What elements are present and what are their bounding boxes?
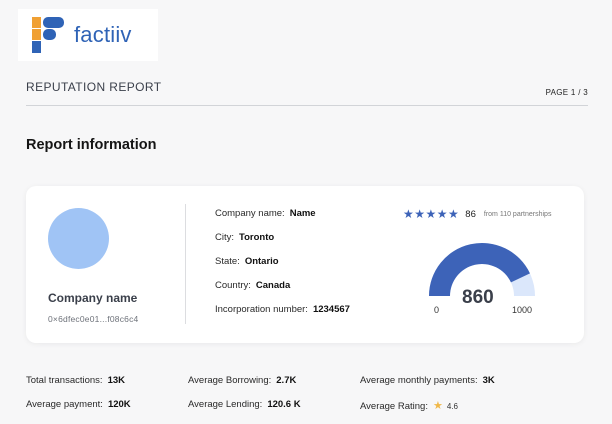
header-divider xyxy=(26,105,588,106)
rating-source: from 110 partnerships xyxy=(483,210,552,218)
stat-label: Average Borrowing: xyxy=(188,375,272,386)
page-number: PAGE 1 / 3 xyxy=(545,88,588,97)
info-value: Toronto xyxy=(239,232,275,243)
card-divider xyxy=(185,204,186,324)
info-label: Country: xyxy=(215,280,251,291)
stat-label: Total transactions: xyxy=(26,375,103,386)
info-label: City: xyxy=(215,232,234,243)
star-rating-icon: ★★★★★ xyxy=(403,207,460,221)
stat-average-lending: Average Lending: 120.6 K xyxy=(188,399,301,410)
info-state: State: Ontario xyxy=(215,256,279,267)
stat-total-transactions: Total transactions: 13K xyxy=(26,375,125,386)
stat-average-monthly-payments: Average monthly payments: 3K xyxy=(360,375,495,386)
stat-value: 120K xyxy=(107,399,131,410)
info-label: Incorporation number: xyxy=(215,304,308,315)
stat-value: 2.7K xyxy=(276,375,297,386)
info-label: State: xyxy=(215,256,240,267)
section-title: Report information xyxy=(26,137,157,153)
info-company-name: Company name: Name xyxy=(215,208,316,219)
wallet-address: 0×6dfec0e01...f08c6c4 xyxy=(48,314,139,324)
report-title: REPUTATION REPORT xyxy=(26,80,162,94)
info-value: 1234567 xyxy=(312,304,350,315)
company-card: Company name 0×6dfec0e01...f08c6c4 Compa… xyxy=(26,186,584,343)
info-value: Name xyxy=(289,208,316,219)
gauge-fill xyxy=(429,242,530,296)
gauge-max: 1000 xyxy=(512,305,533,315)
info-incorporation-number: Incorporation number: 1234567 xyxy=(215,304,350,315)
info-label: Company name: xyxy=(215,208,285,219)
gauge-min: 0 xyxy=(434,305,440,315)
stat-value: 3K xyxy=(482,375,495,386)
stat-label: Average Rating: xyxy=(360,401,428,412)
stat-value: 13K xyxy=(107,375,126,386)
stat-label: Average monthly payments: xyxy=(360,375,478,386)
stat-value: 4.6 xyxy=(446,402,458,411)
info-value: Canada xyxy=(255,280,291,291)
avatar xyxy=(48,208,109,269)
stat-value: 120.6 K xyxy=(267,399,301,410)
info-value: Ontario xyxy=(244,256,279,267)
score-gauge xyxy=(429,242,535,296)
score-value: 860 xyxy=(462,287,494,308)
logo-text: factiiv xyxy=(74,22,132,47)
company-heading: Company name xyxy=(48,291,138,305)
factiiv-logo-icon xyxy=(32,17,64,53)
logo: factiiv xyxy=(18,9,158,61)
stat-label: Average payment: xyxy=(26,399,103,410)
info-city: City: Toronto xyxy=(215,232,274,243)
stat-average-payment: Average payment: 120K xyxy=(26,399,131,410)
rating-value: 86 xyxy=(465,208,476,220)
rating-row: ★★★★★ 86 from 110 partnerships xyxy=(403,207,551,221)
stat-average-borrowing: Average Borrowing: 2.7K xyxy=(188,375,296,386)
stat-label: Average Lending: xyxy=(188,399,263,410)
info-country: Country: Canada xyxy=(215,280,290,291)
stat-average-rating: Average Rating: ★ 4.6 xyxy=(360,399,458,412)
star-icon: ★ xyxy=(432,400,443,412)
